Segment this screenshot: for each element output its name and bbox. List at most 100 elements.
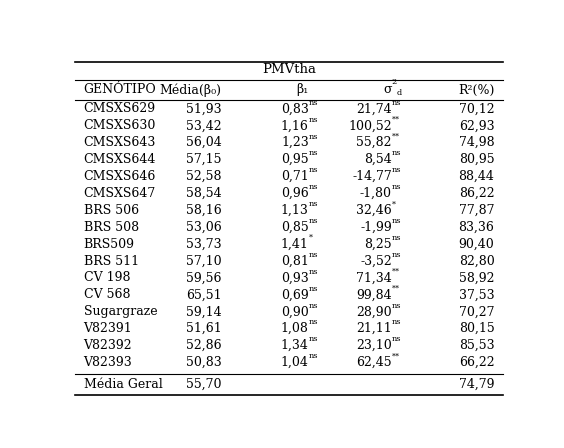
Text: 77,87: 77,87	[459, 204, 495, 217]
Text: 70,12: 70,12	[459, 103, 495, 116]
Text: 59,56: 59,56	[186, 271, 221, 284]
Text: 37,53: 37,53	[459, 289, 495, 302]
Text: ns: ns	[392, 302, 401, 310]
Text: ns: ns	[392, 319, 401, 327]
Text: ns: ns	[309, 183, 318, 191]
Text: *: *	[392, 200, 396, 208]
Text: 0,71: 0,71	[281, 170, 309, 183]
Text: **: **	[392, 284, 400, 293]
Text: -14,77: -14,77	[352, 170, 392, 183]
Text: 74,98: 74,98	[459, 136, 495, 149]
Text: 51,61: 51,61	[186, 322, 221, 335]
Text: 8,25: 8,25	[364, 238, 392, 251]
Text: 0,96: 0,96	[281, 187, 309, 200]
Text: 74,79: 74,79	[459, 378, 495, 391]
Text: 51,93: 51,93	[186, 103, 221, 116]
Text: CV 198: CV 198	[83, 271, 130, 284]
Text: 1,34: 1,34	[281, 339, 309, 352]
Text: ns: ns	[392, 251, 401, 259]
Text: CV 568: CV 568	[83, 289, 130, 302]
Text: ns: ns	[309, 200, 318, 208]
Text: ns: ns	[309, 251, 318, 259]
Text: 50,83: 50,83	[186, 356, 221, 369]
Text: PMVtha: PMVtha	[262, 63, 316, 76]
Text: V82393: V82393	[83, 356, 133, 369]
Text: 21,74: 21,74	[356, 103, 392, 116]
Text: 1,23: 1,23	[281, 136, 309, 149]
Text: 85,53: 85,53	[459, 339, 495, 352]
Text: ns: ns	[392, 99, 401, 107]
Text: ns: ns	[392, 150, 401, 157]
Text: V82392: V82392	[83, 339, 132, 352]
Text: **: **	[392, 116, 400, 124]
Text: d: d	[397, 90, 402, 97]
Text: 53,06: 53,06	[186, 221, 221, 234]
Text: 0,95: 0,95	[281, 153, 309, 166]
Text: ns: ns	[309, 352, 318, 360]
Text: BRS 511: BRS 511	[83, 254, 139, 267]
Text: 59,14: 59,14	[186, 305, 221, 318]
Text: ns: ns	[392, 183, 401, 191]
Text: 55,70: 55,70	[186, 378, 221, 391]
Text: σ: σ	[384, 83, 392, 96]
Text: ns: ns	[309, 99, 318, 107]
Text: ns: ns	[309, 133, 318, 141]
Text: 0,83: 0,83	[281, 103, 309, 116]
Text: 0,69: 0,69	[281, 289, 309, 302]
Text: 58,92: 58,92	[459, 271, 495, 284]
Text: 0,93: 0,93	[281, 271, 309, 284]
Text: 52,86: 52,86	[186, 339, 221, 352]
Text: 90,40: 90,40	[459, 238, 495, 251]
Text: 8,54: 8,54	[364, 153, 392, 166]
Text: -3,52: -3,52	[360, 254, 392, 267]
Text: R²(%): R²(%)	[458, 83, 495, 96]
Text: ns: ns	[392, 336, 401, 343]
Text: 86,22: 86,22	[459, 187, 495, 200]
Text: ns: ns	[309, 302, 318, 310]
Text: 62,93: 62,93	[459, 119, 495, 132]
Text: ns: ns	[309, 150, 318, 157]
Text: CMSXS647: CMSXS647	[83, 187, 156, 200]
Text: 80,15: 80,15	[459, 322, 495, 335]
Text: 57,10: 57,10	[186, 254, 221, 267]
Text: CMSXS643: CMSXS643	[83, 136, 156, 149]
Text: 57,15: 57,15	[186, 153, 221, 166]
Text: 100,52: 100,52	[348, 119, 392, 132]
Text: β₁: β₁	[297, 83, 309, 96]
Text: ns: ns	[392, 166, 401, 174]
Text: ns: ns	[309, 336, 318, 343]
Text: 0,85: 0,85	[281, 221, 309, 234]
Text: 1,04: 1,04	[281, 356, 309, 369]
Text: 0,81: 0,81	[281, 254, 309, 267]
Text: ns: ns	[309, 268, 318, 276]
Text: Sugargraze: Sugargraze	[83, 305, 157, 318]
Text: 23,10: 23,10	[356, 339, 392, 352]
Text: V82391: V82391	[83, 322, 133, 335]
Text: 88,44: 88,44	[459, 170, 495, 183]
Text: **: **	[392, 352, 400, 360]
Text: **: **	[392, 133, 400, 141]
Text: BRS509: BRS509	[83, 238, 135, 251]
Text: 58,16: 58,16	[186, 204, 221, 217]
Text: 70,27: 70,27	[459, 305, 495, 318]
Text: CMSXS629: CMSXS629	[83, 103, 156, 116]
Text: 1,13: 1,13	[281, 204, 309, 217]
Text: **: **	[392, 268, 400, 276]
Text: Média Geral: Média Geral	[83, 378, 162, 391]
Text: 55,82: 55,82	[356, 136, 392, 149]
Text: ns: ns	[392, 217, 401, 225]
Text: ns: ns	[309, 284, 318, 293]
Text: ns: ns	[392, 234, 401, 242]
Text: 53,73: 53,73	[186, 238, 221, 251]
Text: 53,42: 53,42	[186, 119, 221, 132]
Text: 2: 2	[392, 78, 397, 86]
Text: ns: ns	[309, 319, 318, 327]
Text: 21,11: 21,11	[356, 322, 392, 335]
Text: BRS 508: BRS 508	[83, 221, 139, 234]
Text: CMSXS646: CMSXS646	[83, 170, 156, 183]
Text: CMSXS644: CMSXS644	[83, 153, 156, 166]
Text: 58,54: 58,54	[186, 187, 221, 200]
Text: ns: ns	[309, 217, 318, 225]
Text: -1,99: -1,99	[360, 221, 392, 234]
Text: 28,90: 28,90	[356, 305, 392, 318]
